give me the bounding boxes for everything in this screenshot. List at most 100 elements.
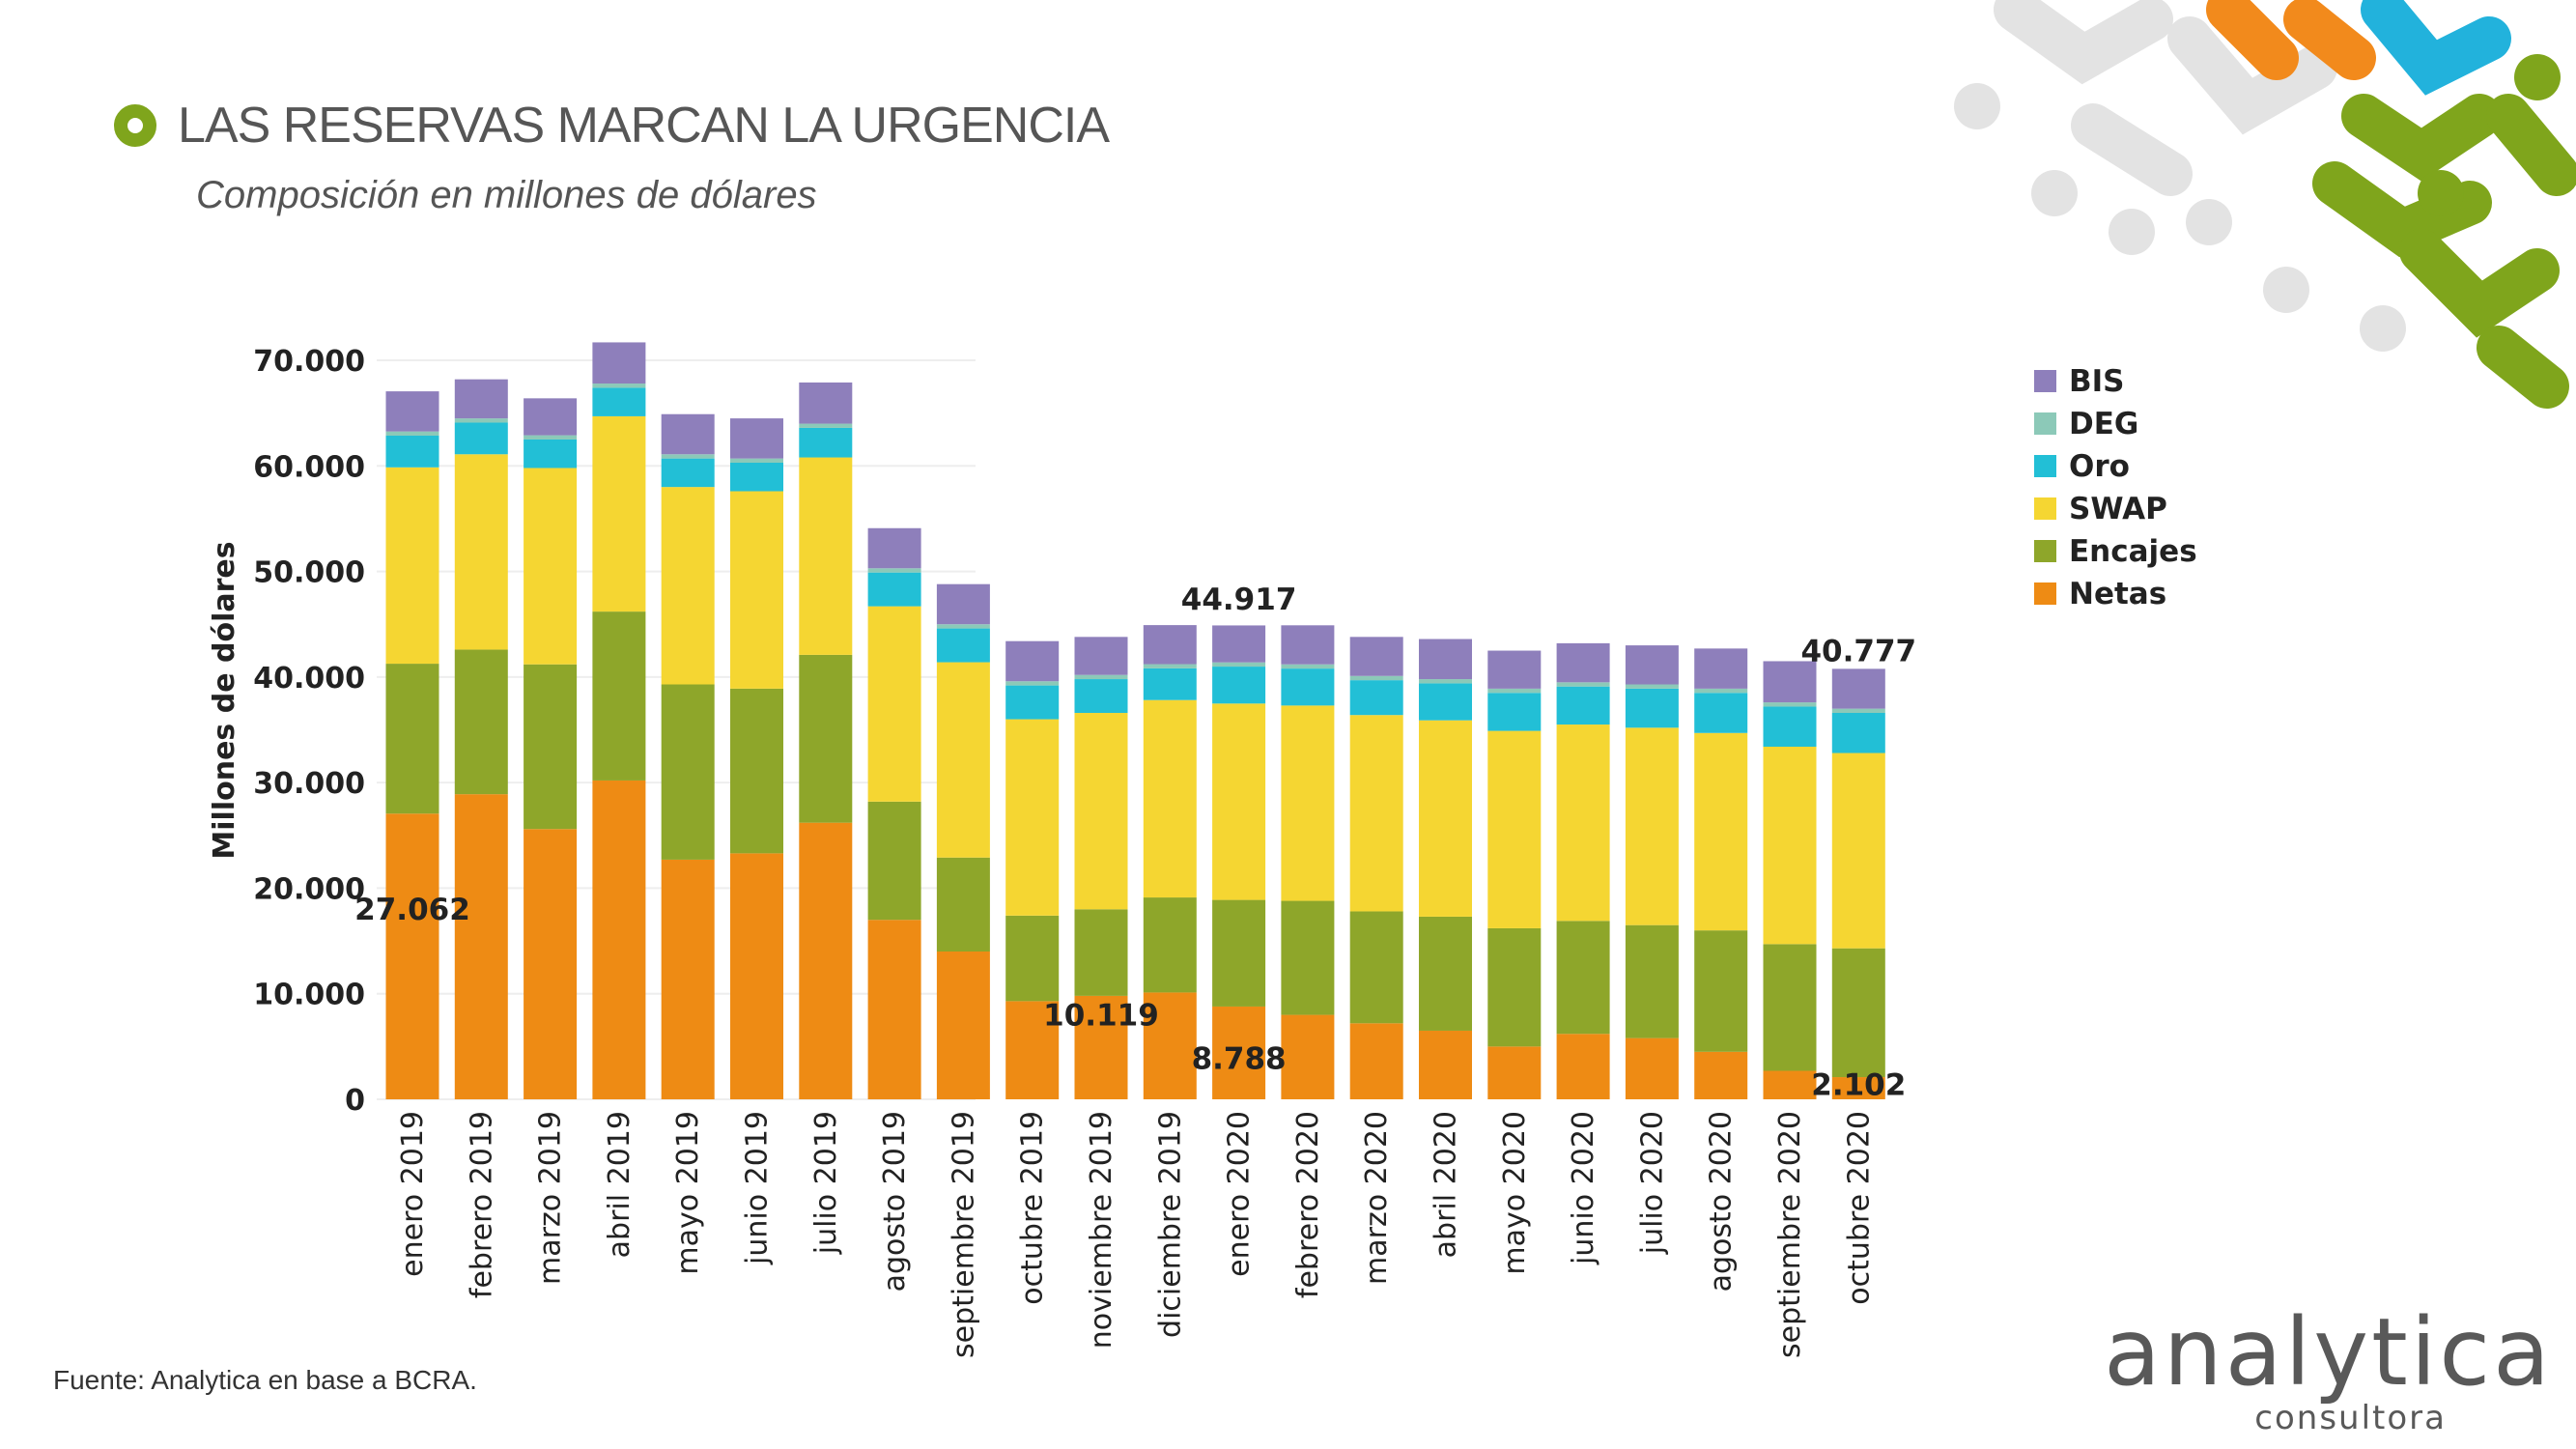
bar-segment-swap [661,487,715,685]
x-tick-label: noviembre 2019 [1085,1111,1118,1349]
bar-segment-encajes [867,801,921,921]
legend-swatch-encajes [2034,540,2056,562]
legend-label: Encajes [2069,534,2197,569]
x-tick-label: mayo 2020 [1498,1111,1532,1275]
bar-segment-bis [799,382,853,424]
bar-segment-netas [454,794,508,1099]
bar-segment-bis [1831,668,1885,709]
x-tick-label: marzo 2020 [1360,1111,1394,1285]
bar-segment-bis [385,391,439,432]
bar-segment-swap [730,491,783,689]
x-tick-label: septiembre 2020 [1773,1111,1807,1358]
bar-segment-oro [1005,685,1060,720]
x-tick-label: abril 2019 [603,1111,637,1258]
bar-segment-netas [730,853,783,1099]
bar-segment-netas [1694,1051,1748,1099]
bar-segment-encajes [1005,915,1060,1002]
bar-segment-bis [1487,650,1542,689]
bar-segment-oro [1074,679,1128,714]
source-text: Analytica en base a BCRA. [144,1365,477,1395]
y-axis-label: Millones de dólares [208,541,241,859]
x-tick-label: octubre 2020 [1842,1111,1876,1305]
bar-segment-deg [936,624,990,629]
bar-segment-encajes [1556,921,1610,1035]
bar-segment-oro [1831,712,1885,753]
bar-segment-deg [1556,682,1610,687]
page-subtitle: Composición en millones de dólares [196,174,817,216]
bar-segment-encajes [1625,924,1679,1038]
chart-legend: BIS DEG Oro SWAP Encajes Netas [2034,364,2197,611]
bar-segment-encajes [524,664,578,830]
bar-segment-oro [799,427,853,458]
analytica-logo: analytica consultora [2104,1306,2553,1437]
bar-segment-oro [1763,706,1817,747]
bar-segment-bis [524,398,578,436]
bar-segment-deg [661,454,715,459]
bar-segment-deg [799,423,853,428]
bar-segment-bis [1212,625,1266,663]
bar-segment-swap [385,467,439,665]
bar-segment-encajes [1074,909,1128,996]
bar-segment-bis [1349,637,1403,676]
bar-segment-bis [1556,642,1610,683]
ring-bullet-icon [114,104,156,147]
bar-segment-deg [592,384,646,388]
logo-subtitle: consultora [2254,1399,2447,1437]
bar-segment-encajes [730,688,783,854]
bar-segment-swap [592,415,646,612]
bar-segment-oro [867,572,921,607]
bar-segment-bis [592,342,646,384]
bar-segment-swap [1212,703,1266,900]
bar-segment-netas [1212,1006,1266,1099]
bar-segment-encajes [1143,897,1197,993]
bar-segment-oro [385,436,439,468]
bar-segment-encajes [936,857,990,952]
bar-segment-swap [1005,719,1060,916]
bar-segment-oro [1212,667,1266,704]
bar-segment-swap [524,468,578,665]
bar-segment-deg [1694,688,1748,694]
bar-segment-netas [1281,1014,1335,1099]
title-row: LAS RESERVAS MARCAN LA URGENCIA [114,97,1110,155]
bar-segment-deg [1349,675,1403,681]
data-label: 8.788 [1192,1041,1287,1076]
y-tick-label: 0 [345,1084,365,1118]
bar-segment-netas [799,822,853,1099]
chart-bars [385,342,1885,1099]
bar-segment-netas [1143,992,1197,1099]
bar-segment-swap [454,454,508,650]
bar-segment-deg [1763,702,1817,707]
bar-segment-oro [1349,680,1403,716]
bar-segment-bis [1074,637,1128,675]
bar-segment-deg [1487,688,1542,694]
bar-segment-bis [1281,625,1335,665]
x-tick-label: diciembre 2019 [1153,1111,1187,1338]
source-label: Fuente: [53,1365,145,1395]
legend-swatch-deg [2034,412,2056,435]
bar-segment-netas [592,780,646,1099]
bar-segment-netas [524,829,578,1099]
legend-swatch-bis [2034,370,2056,392]
y-tick-label: 30.000 [253,767,365,801]
x-tick-label: agosto 2019 [878,1111,912,1292]
bar-segment-oro [1625,688,1679,728]
legend-label: Oro [2069,449,2130,484]
bar-segment-swap [799,457,853,655]
data-label: 2.102 [1811,1068,1906,1103]
x-tick-label: agosto 2020 [1705,1111,1739,1292]
x-tick-label: octubre 2019 [1016,1111,1050,1305]
legend-label: DEG [2069,407,2138,441]
y-tick-label: 60.000 [253,450,365,484]
bar-segment-swap [936,662,990,858]
bar-segment-encajes [1831,948,1885,1078]
bar-segment-oro [524,439,578,469]
bar-segment-encajes [1281,900,1335,1015]
bar-segment-deg [385,431,439,437]
bar-segment-bis [1005,640,1060,682]
bar-segment-bis [1694,648,1748,689]
bar-segment-netas [1487,1046,1542,1099]
bar-segment-deg [1212,662,1266,668]
bar-segment-netas [1005,1001,1060,1099]
bar-segment-oro [1694,693,1748,733]
x-tick-label: junio 2019 [741,1111,775,1265]
